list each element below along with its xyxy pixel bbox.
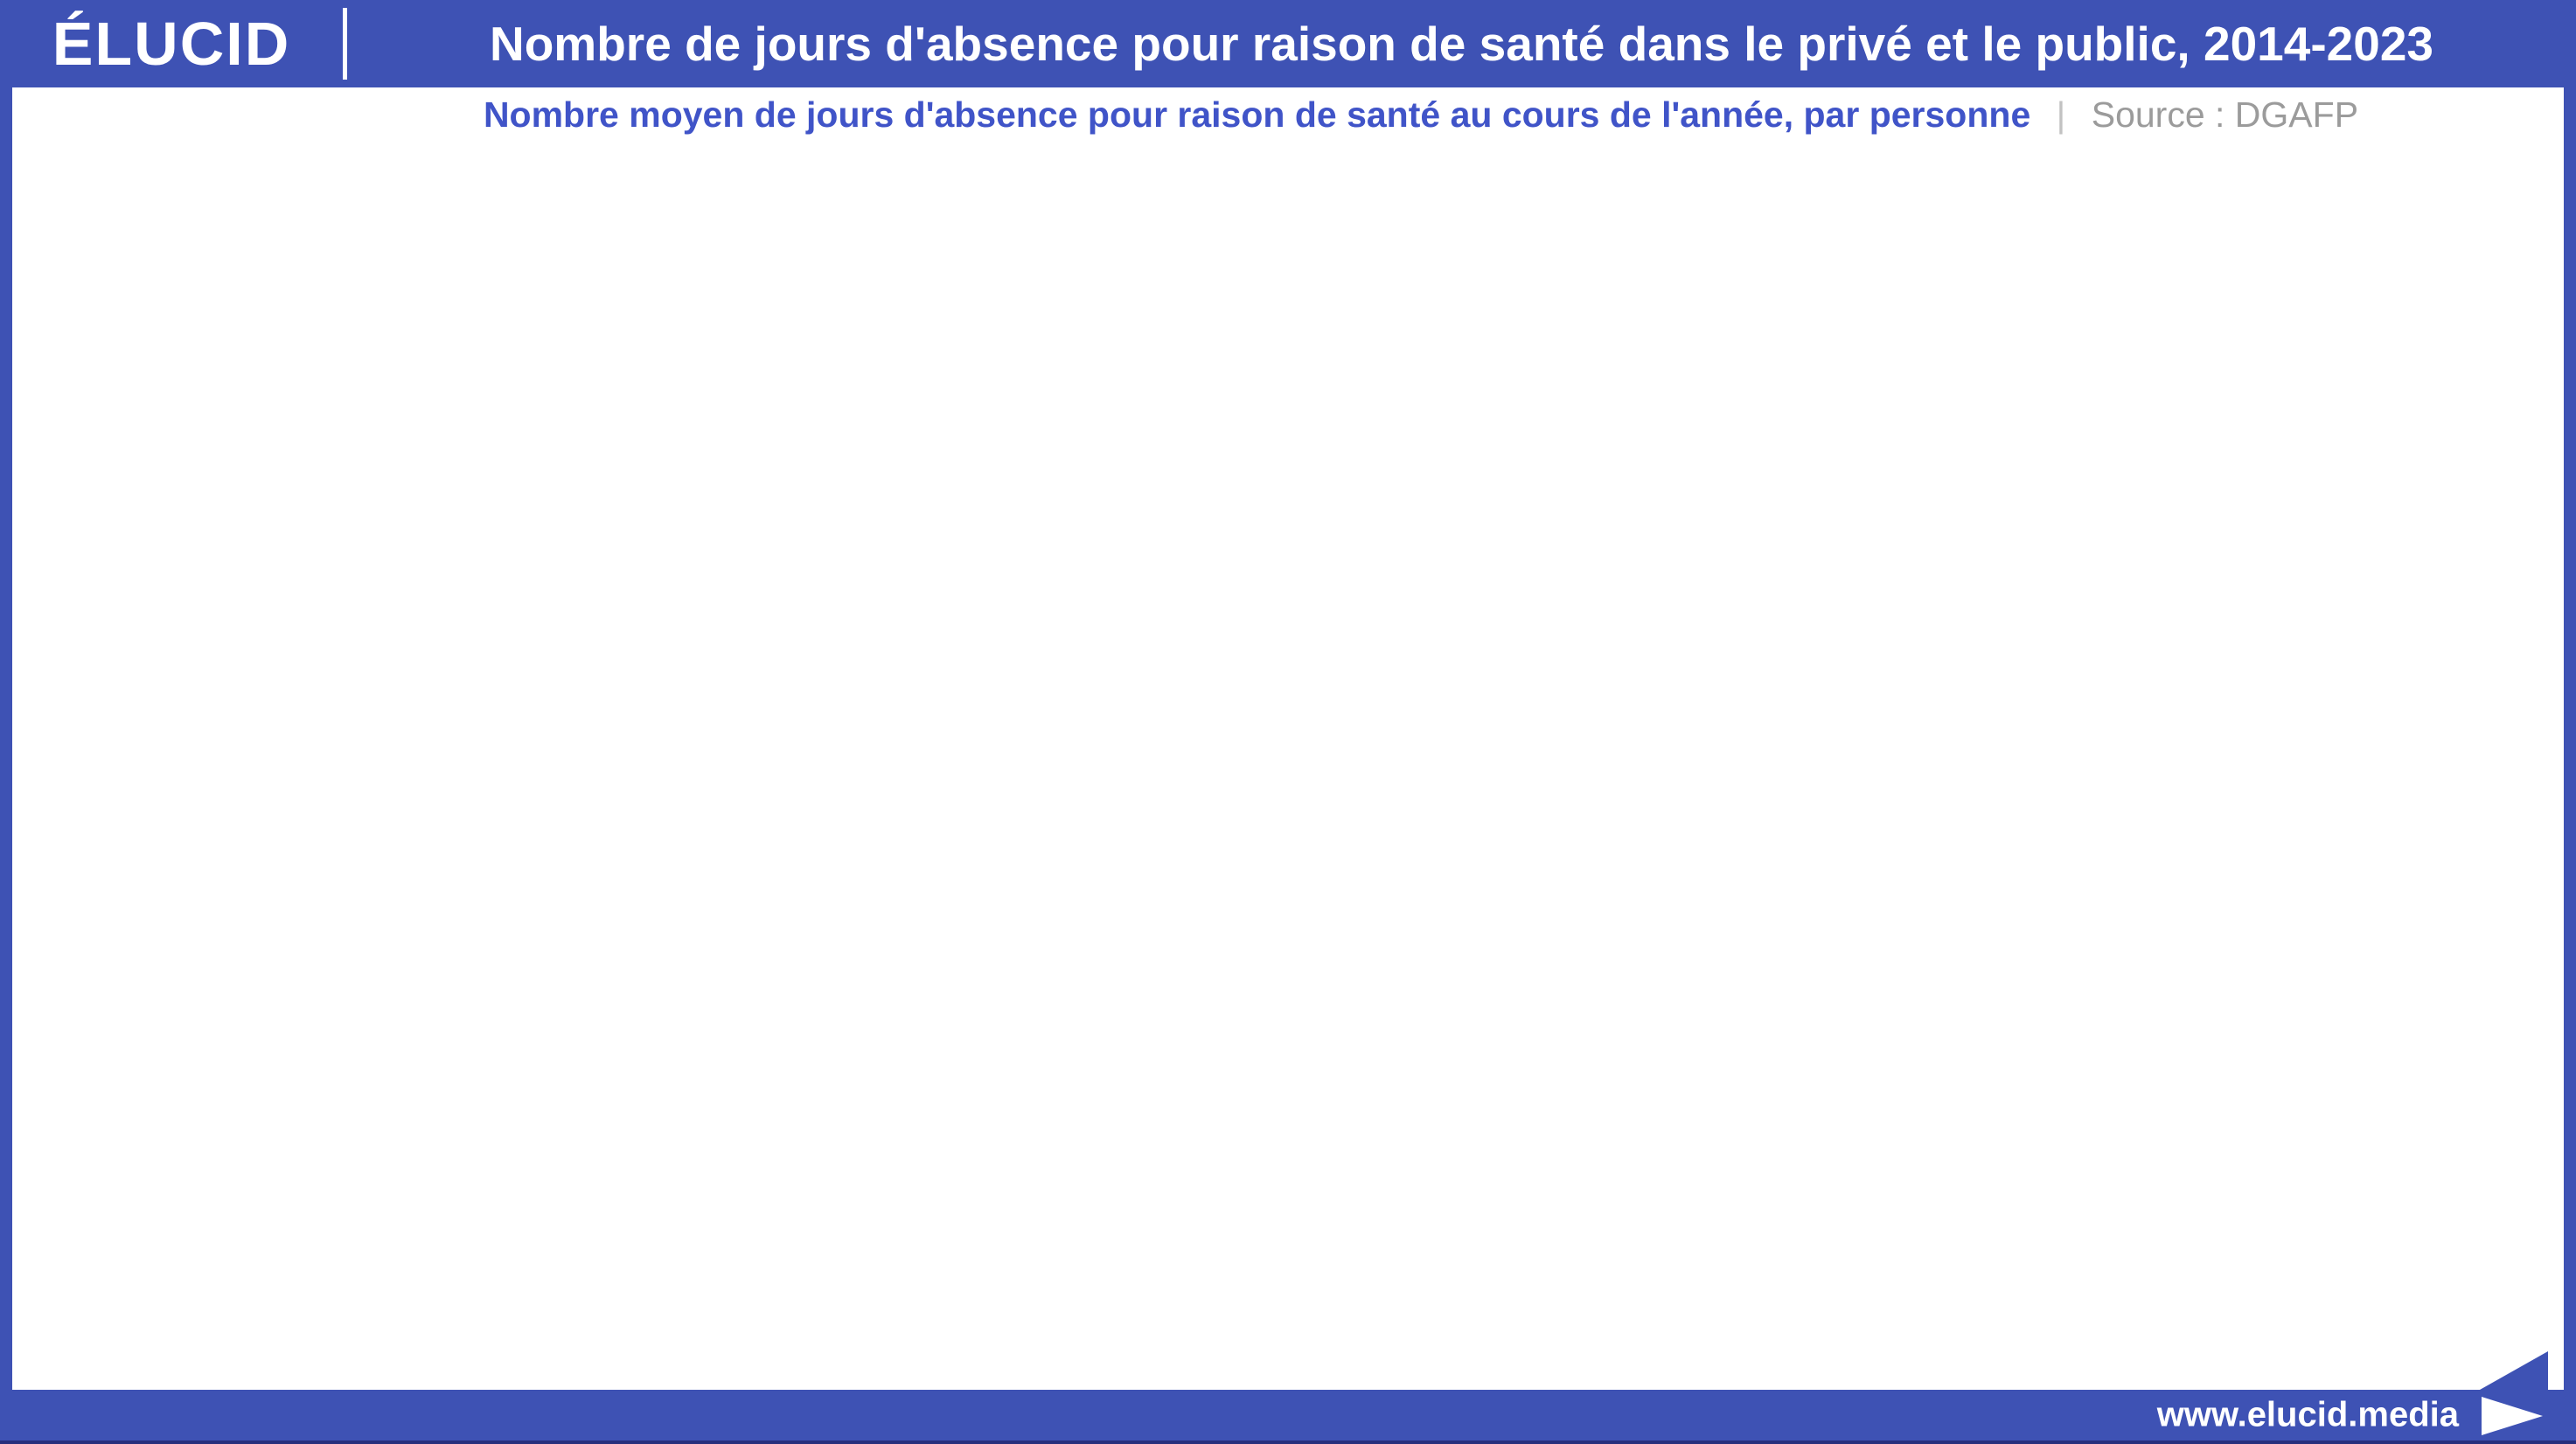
- frame-border-left: [0, 0, 12, 1444]
- header-divider: [343, 8, 347, 80]
- chart-subtitle: Nombre moyen de jours d'absence pour rai…: [483, 94, 2031, 135]
- footer-website-link[interactable]: www.elucid.media: [2156, 1395, 2459, 1434]
- footer-band: www.elucid.media: [0, 1390, 2576, 1441]
- header-band: ÉLUCID Nombre de jours d'absence pour ra…: [0, 0, 2576, 87]
- subtitle-separator: |: [2056, 94, 2066, 135]
- elucid-logo: ÉLUCID: [52, 10, 291, 78]
- elucid-mark-play-icon: [2482, 1397, 2543, 1435]
- subtitle-row: Nombre moyen de jours d'absence pour rai…: [376, 94, 2466, 136]
- footer-navy-strip: [0, 1441, 2576, 1444]
- elucid-mark-triangle-icon: [2480, 1351, 2548, 1390]
- chart-title: Nombre de jours d'absence pour raison de…: [489, 17, 2433, 71]
- chart-source: Source : DGAFP: [2091, 94, 2359, 135]
- frame-border-right: [2564, 0, 2576, 1444]
